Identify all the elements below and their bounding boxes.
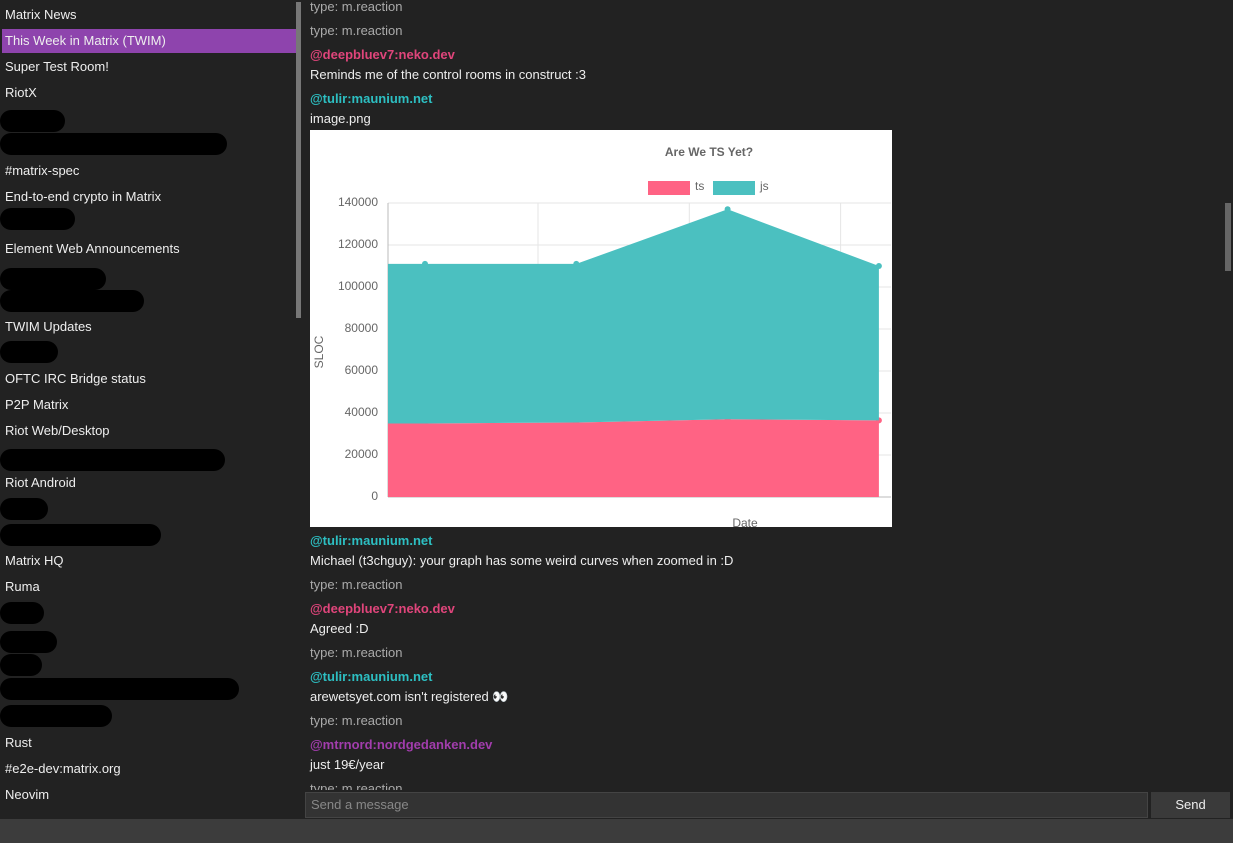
room[interactable]: #e2e-dev:matrix.org (5, 761, 121, 776)
room[interactable]: Ruma (5, 579, 40, 594)
redacted (0, 654, 42, 676)
room[interactable]: Super Test Room! (5, 59, 109, 74)
event: @deepbluev7:neko.dev Reminds me of the co… (310, 45, 1220, 85)
status-bar (0, 819, 1233, 843)
event: @deepbluev7:neko.dev Agreed :D (310, 599, 1220, 639)
chart-title: Are We TS Yet? (665, 145, 753, 159)
event-type: type: m.reaction (310, 23, 403, 38)
message-input[interactable]: Send a message (305, 792, 1148, 818)
point (573, 260, 580, 267)
room[interactable]: Riot Android (5, 475, 76, 490)
scrollbar[interactable] (1225, 203, 1231, 271)
sender: @tulir:maunium.net (310, 533, 433, 548)
y-tick-label: 140000 (338, 195, 378, 209)
room[interactable]: End-to-end crypto in Matrix (5, 189, 162, 204)
area (388, 419, 879, 497)
message-body: Michael (t3chguy): your graph has some w… (310, 553, 734, 568)
legend-label: js (759, 179, 769, 193)
sender: @tulir:maunium.net (310, 669, 433, 684)
y-axis-label: SLOC (312, 335, 326, 368)
legend-label: ts (695, 179, 704, 193)
point (422, 260, 428, 267)
y-tick-label: 120000 (338, 237, 378, 251)
room[interactable]: TWIM Updates (5, 319, 92, 334)
redacted (0, 705, 112, 727)
redacted (0, 208, 75, 230)
room[interactable]: Matrix News (5, 7, 77, 22)
y-tick-label: 20000 (345, 447, 379, 461)
x-axis-label: Date (732, 516, 758, 527)
scrollbar[interactable] (296, 2, 301, 318)
room[interactable]: #matrix-spec (5, 163, 80, 178)
event: type: m.reaction (310, 779, 1220, 790)
redacted (0, 133, 227, 155)
room[interactable]: Element Web Announcements (5, 241, 180, 256)
event: @tulir:maunium.net arewetsyet.com isn't r… (310, 667, 1220, 707)
send-button[interactable]: Send (1151, 792, 1230, 818)
event: @mtrnord:nordgedanken.dev just 19€/year (310, 735, 1220, 775)
event: type: m.reaction (310, 575, 1220, 595)
room-selected[interactable]: This Week in Matrix (TWIM) (2, 29, 296, 53)
event-type: type: m.reaction (310, 713, 403, 728)
event-type: type: m.reaction (310, 645, 403, 660)
event: type: m.reaction (310, 21, 1220, 41)
sender: @deepbluev7:neko.dev (310, 601, 455, 616)
redacted (0, 498, 48, 520)
redacted (0, 678, 239, 700)
room[interactable]: OFTC IRC Bridge status (5, 371, 146, 386)
area (388, 209, 879, 424)
message-body: Reminds me of the control rooms in const… (310, 67, 587, 82)
room[interactable]: RiotX (5, 85, 37, 100)
redacted (0, 110, 65, 132)
event-type: type: m.reaction (310, 577, 403, 592)
redacted (0, 631, 57, 653)
sender: @tulir:maunium.net (310, 91, 433, 106)
room[interactable]: Matrix HQ (5, 553, 64, 568)
event: @tulir:maunium.net Michael (t3chguy): you… (310, 531, 1220, 571)
y-tick-label: 0 (371, 489, 378, 503)
event: type: m.reaction (310, 643, 1220, 663)
redacted (0, 341, 58, 363)
sender: @mtrnord:nordgedanken.dev (310, 737, 493, 752)
events: type: m.reaction type: m.reaction @deepblu… (310, 0, 1220, 790)
message-body: image.png (310, 111, 371, 126)
room[interactable]: Rust (5, 735, 32, 750)
room[interactable]: Riot Web/Desktop (5, 423, 110, 438)
y-tick-label: 80000 (345, 321, 379, 335)
redacted (0, 524, 161, 546)
event-type: type: m.reaction (310, 781, 403, 790)
redacted (0, 290, 144, 312)
y-tick-label: 100000 (338, 279, 378, 293)
y-tick-label: 60000 (345, 363, 379, 377)
message-body: just 19€/year (310, 757, 385, 772)
legend-swatch (648, 181, 690, 195)
room-list: Matrix News This Week in Matrix (TWIM) S… (0, 0, 296, 819)
room[interactable]: Neovim (5, 787, 50, 802)
event-type: type: m.reaction (310, 0, 403, 14)
redacted (0, 602, 44, 624)
y-tick-label: 40000 (345, 405, 379, 419)
event: @tulir:maunium.net image.png Are We TS Yet… (310, 89, 1220, 530)
chart: Are We TS Yet? SLOC Date ts js 0 20000 40000 600… (312, 145, 993, 530)
point (724, 206, 731, 213)
point (875, 263, 882, 269)
sender: @deepbluev7:neko.dev (310, 47, 455, 62)
timeline: type: m.reaction type: m.reaction @deepblu… (305, 0, 1225, 790)
legend-swatch (713, 181, 755, 195)
event: type: m.reaction (310, 711, 1220, 731)
image: Are We TS Yet? SLOC Date ts js 0 20000 40000 600… (310, 130, 993, 530)
room[interactable]: P2P Matrix (5, 397, 69, 412)
redacted (0, 268, 106, 290)
message-body: arewetsyet.com isn't registered 👀 (310, 689, 509, 704)
message-body: Agreed :D (310, 621, 369, 636)
redacted (0, 449, 225, 471)
event: type: m.reaction (310, 0, 1220, 17)
